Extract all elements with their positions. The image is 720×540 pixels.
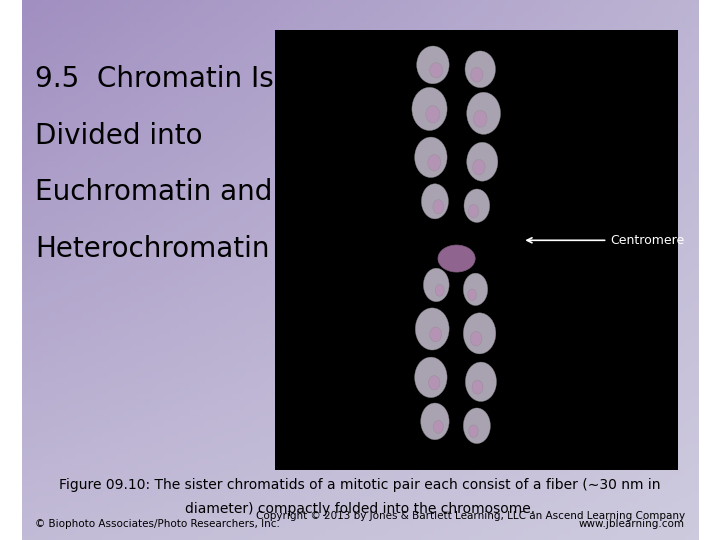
- Ellipse shape: [417, 46, 449, 84]
- Ellipse shape: [464, 273, 487, 306]
- Ellipse shape: [415, 137, 447, 178]
- Ellipse shape: [426, 106, 440, 123]
- Ellipse shape: [430, 63, 443, 78]
- Text: Copyright © 2013 by Jones & Bartlett Learning, LLC an Ascend Learning Company: Copyright © 2013 by Jones & Bartlett Lea…: [256, 511, 685, 521]
- FancyBboxPatch shape: [276, 30, 678, 470]
- Ellipse shape: [465, 51, 495, 87]
- Ellipse shape: [412, 87, 447, 131]
- Text: Euchromatin and: Euchromatin and: [35, 178, 273, 206]
- Text: Figure 09.10: The sister chromatids of a mitotic pair each consist of a fiber (∼: Figure 09.10: The sister chromatids of a…: [59, 478, 661, 492]
- Text: 9.5  Chromatin Is: 9.5 Chromatin Is: [35, 65, 274, 93]
- Ellipse shape: [474, 110, 487, 127]
- Ellipse shape: [421, 184, 449, 219]
- Ellipse shape: [470, 332, 482, 346]
- Ellipse shape: [433, 420, 444, 433]
- Ellipse shape: [430, 327, 441, 342]
- Ellipse shape: [464, 189, 490, 222]
- Text: Divided into: Divided into: [35, 122, 203, 150]
- Ellipse shape: [423, 268, 449, 302]
- Text: diameter) compactly folded into the chromosome.: diameter) compactly folded into the chro…: [185, 502, 535, 516]
- Ellipse shape: [469, 425, 478, 437]
- Ellipse shape: [467, 92, 500, 134]
- Text: © Biophoto Associates/Photo Researchers, Inc.: © Biophoto Associates/Photo Researchers,…: [35, 519, 280, 529]
- Ellipse shape: [428, 154, 441, 171]
- Ellipse shape: [465, 362, 497, 402]
- Ellipse shape: [472, 380, 483, 394]
- Ellipse shape: [471, 68, 483, 82]
- Ellipse shape: [415, 357, 447, 397]
- Ellipse shape: [415, 308, 449, 350]
- Ellipse shape: [468, 205, 479, 218]
- Ellipse shape: [433, 200, 444, 214]
- Ellipse shape: [420, 403, 449, 440]
- Ellipse shape: [438, 245, 475, 272]
- Text: www.jblearning.com: www.jblearning.com: [579, 519, 685, 529]
- Ellipse shape: [464, 313, 496, 354]
- Ellipse shape: [435, 285, 444, 296]
- Ellipse shape: [428, 376, 440, 390]
- Text: Centromere: Centromere: [527, 234, 685, 247]
- Ellipse shape: [464, 408, 490, 444]
- Ellipse shape: [467, 142, 498, 181]
- Ellipse shape: [468, 289, 477, 300]
- Ellipse shape: [472, 159, 485, 175]
- Text: Heterochromatin: Heterochromatin: [35, 235, 270, 263]
